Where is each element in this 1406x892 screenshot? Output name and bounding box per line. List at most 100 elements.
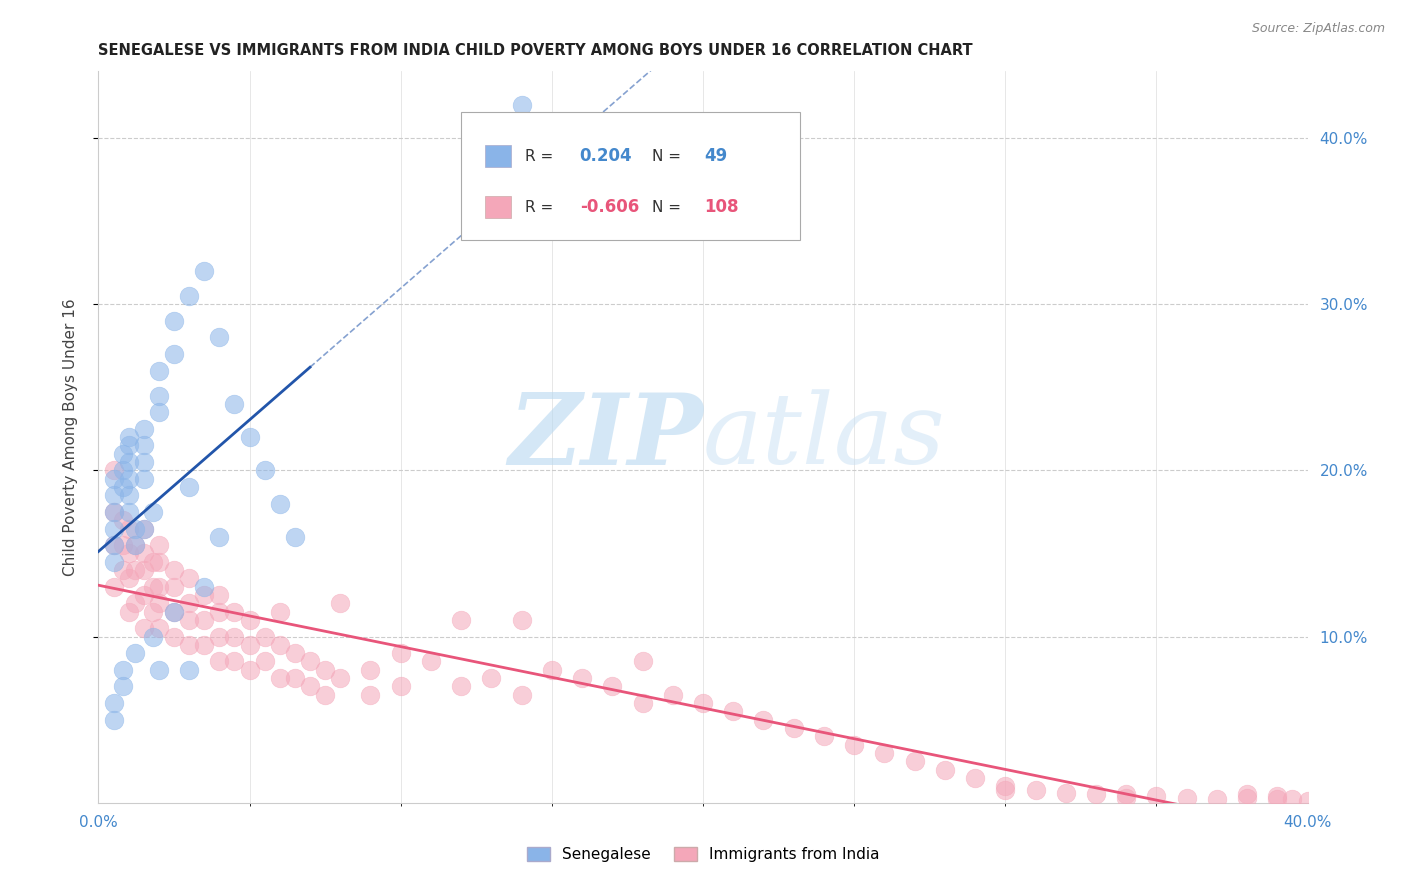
Point — [1281, 792, 1303, 806]
Point — [124, 646, 146, 660]
Point — [111, 513, 134, 527]
Point — [163, 630, 186, 644]
Point — [1085, 788, 1108, 802]
Point — [314, 688, 336, 702]
Point — [1206, 792, 1229, 806]
Point — [1054, 786, 1077, 800]
Point — [118, 571, 141, 585]
Point — [163, 580, 186, 594]
FancyBboxPatch shape — [461, 112, 800, 240]
Point — [873, 746, 896, 760]
Point — [103, 538, 125, 552]
Point — [118, 488, 141, 502]
Point — [224, 630, 246, 644]
Point — [208, 330, 231, 344]
Bar — [485, 145, 510, 168]
Point — [111, 663, 134, 677]
Point — [208, 655, 231, 669]
Point — [132, 521, 155, 535]
Point — [783, 721, 806, 735]
Point — [103, 463, 125, 477]
Point — [103, 696, 125, 710]
Point — [179, 663, 201, 677]
Point — [1115, 788, 1137, 802]
Point — [1236, 790, 1258, 805]
Point — [142, 630, 165, 644]
Text: R =: R = — [526, 200, 554, 215]
Point — [142, 555, 165, 569]
Point — [111, 463, 134, 477]
Point — [510, 613, 533, 627]
Point — [103, 472, 125, 486]
Point — [103, 713, 125, 727]
Point — [631, 655, 654, 669]
Point — [208, 530, 231, 544]
Point — [239, 613, 262, 627]
Point — [752, 713, 775, 727]
Point — [692, 696, 714, 710]
Point — [510, 97, 533, 112]
Point — [103, 488, 125, 502]
Point — [1144, 789, 1167, 804]
Point — [193, 638, 215, 652]
Point — [661, 688, 683, 702]
Point — [208, 605, 231, 619]
Point — [360, 663, 382, 677]
Point — [239, 663, 262, 677]
Point — [124, 538, 146, 552]
Point — [450, 613, 472, 627]
Point — [148, 388, 170, 402]
Point — [329, 596, 352, 610]
Point — [103, 538, 125, 552]
Point — [813, 729, 835, 743]
Point — [111, 480, 134, 494]
Point — [118, 605, 141, 619]
Point — [132, 546, 155, 560]
Point — [179, 480, 201, 494]
Point — [253, 630, 276, 644]
Point — [224, 605, 246, 619]
Point — [132, 438, 155, 452]
Point — [540, 663, 562, 677]
Point — [163, 347, 186, 361]
Point — [124, 538, 146, 552]
Point — [193, 588, 215, 602]
Point — [224, 397, 246, 411]
Point — [193, 264, 215, 278]
Y-axis label: Child Poverty Among Boys Under 16: Child Poverty Among Boys Under 16 — [63, 298, 77, 576]
Point — [179, 596, 201, 610]
Point — [103, 580, 125, 594]
Point — [103, 505, 125, 519]
Point — [450, 680, 472, 694]
Legend: Senegalese, Immigrants from India: Senegalese, Immigrants from India — [520, 841, 886, 868]
Point — [124, 521, 146, 535]
Point — [179, 638, 201, 652]
Point — [118, 438, 141, 452]
Point — [118, 430, 141, 444]
Point — [103, 521, 125, 535]
Point — [269, 605, 291, 619]
Point — [284, 646, 307, 660]
Point — [111, 680, 134, 694]
Point — [111, 447, 134, 461]
Point — [602, 680, 624, 694]
Point — [253, 655, 276, 669]
Point — [284, 671, 307, 685]
Point — [111, 538, 134, 552]
Point — [193, 613, 215, 627]
Text: 0.204: 0.204 — [579, 147, 633, 165]
Point — [1024, 782, 1046, 797]
Point — [994, 779, 1017, 793]
Point — [132, 621, 155, 635]
Point — [269, 497, 291, 511]
Point — [148, 663, 170, 677]
Point — [269, 671, 291, 685]
Point — [148, 538, 170, 552]
Point — [118, 472, 141, 486]
Point — [132, 588, 155, 602]
Point — [179, 571, 201, 585]
Point — [934, 763, 956, 777]
Point — [723, 705, 745, 719]
Point — [389, 646, 412, 660]
Point — [1115, 790, 1137, 805]
